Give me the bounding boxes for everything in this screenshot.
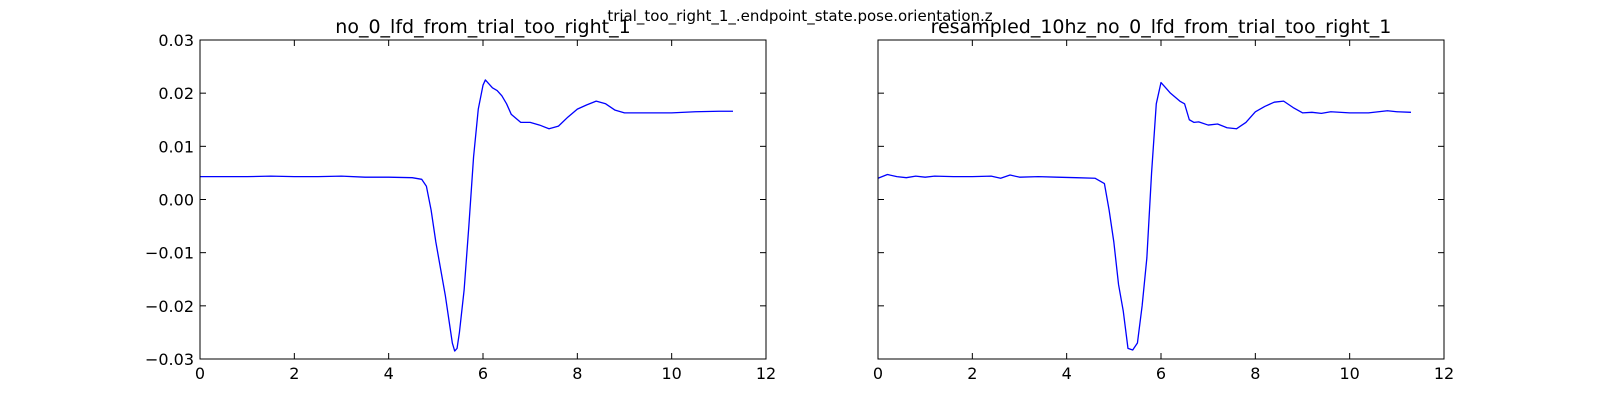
x-tick-label: 12 bbox=[756, 364, 776, 383]
subplot-title: no_0_lfd_from_trial_too_right_1 bbox=[335, 16, 630, 38]
x-tick-label: 10 bbox=[661, 364, 681, 383]
x-tick-label: 4 bbox=[1062, 364, 1072, 383]
y-tick-label: −0.03 bbox=[145, 350, 194, 369]
x-tick-label: 0 bbox=[873, 364, 883, 383]
x-tick-label: 6 bbox=[1156, 364, 1166, 383]
y-tick-label: 0.01 bbox=[158, 137, 194, 156]
left-subplot: no_0_lfd_from_trial_too_right_1 0 2 4 6 8 10 12… bbox=[145, 16, 776, 383]
right-subplot: resampled_10hz_no_0_lfd_from_trial_too_r… bbox=[873, 16, 1454, 383]
x-tick-label: 8 bbox=[572, 364, 582, 383]
x-tick-label: 4 bbox=[384, 364, 394, 383]
x-tick-label: 2 bbox=[289, 364, 299, 383]
y-tick-label: −0.01 bbox=[145, 244, 194, 263]
axes-frame bbox=[199, 39, 767, 360]
x-tick-label: 6 bbox=[478, 364, 488, 383]
y-tick-label: 0.03 bbox=[158, 31, 194, 50]
y-tick-label: 0.02 bbox=[158, 84, 194, 103]
axes-frame bbox=[877, 39, 1445, 360]
x-tick-label: 0 bbox=[195, 364, 205, 383]
x-tick-label: 2 bbox=[967, 364, 977, 383]
y-tick-label: −0.02 bbox=[145, 297, 194, 316]
x-tick-label: 10 bbox=[1339, 364, 1359, 383]
series-line bbox=[200, 79, 733, 352]
figure-suptitle: trial_too_right_1_.endpoint_state.pose.o… bbox=[607, 7, 992, 26]
series-line bbox=[877, 81, 1412, 351]
subplot-title: resampled_10hz_no_0_lfd_from_trial_too_r… bbox=[931, 16, 1392, 38]
y-tick-label: 0.00 bbox=[158, 191, 194, 210]
x-tick-label: 12 bbox=[1434, 364, 1454, 383]
x-tick-label: 8 bbox=[1250, 364, 1260, 383]
